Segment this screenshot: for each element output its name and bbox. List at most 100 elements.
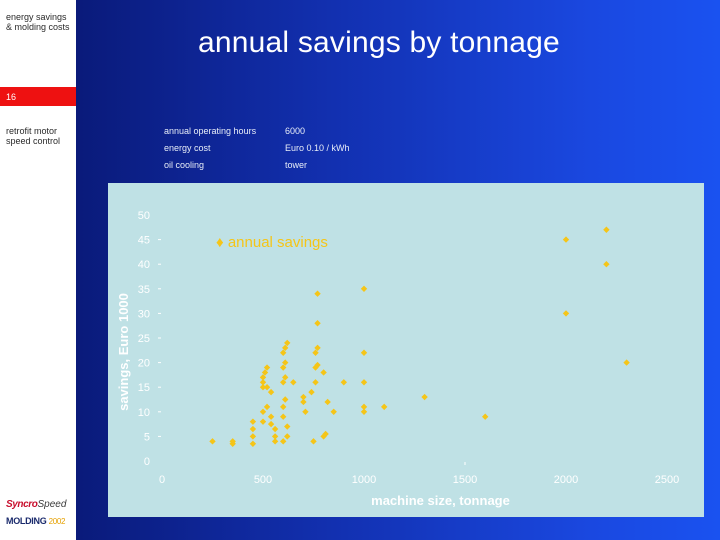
data-point <box>280 403 287 411</box>
data-point <box>603 226 610 233</box>
data-point <box>562 310 570 317</box>
syncrospeed-logo: SyncroSpeed <box>6 494 76 510</box>
data-point <box>360 403 368 411</box>
data-point <box>562 236 570 243</box>
data-point <box>360 379 368 386</box>
legend-entry: ♦ annual savings <box>216 234 328 251</box>
data-point <box>312 379 319 386</box>
data-point <box>280 413 287 420</box>
data-point <box>330 408 337 415</box>
y-tick-label: 40 <box>138 259 150 271</box>
data-point <box>314 344 321 352</box>
data-point <box>259 418 267 425</box>
data-point <box>603 261 610 268</box>
data-point <box>360 349 368 356</box>
data-point <box>314 290 321 297</box>
data-point <box>259 384 267 391</box>
parameter-value: Euro 0.10 / kWh <box>285 143 350 153</box>
y-tick-label: 30 <box>138 308 150 320</box>
data-point <box>249 440 257 447</box>
section-subtopic[interactable]: retrofit motor speed control <box>6 126 61 146</box>
x-tick-label: 0 <box>159 474 165 486</box>
data-point <box>280 349 287 356</box>
data-point <box>381 403 388 411</box>
data-point <box>263 403 271 411</box>
x-tick-label: 500 <box>254 474 272 486</box>
data-point <box>229 438 236 445</box>
x-axis-title: machine size, tonnage <box>371 493 510 508</box>
data-point <box>280 364 287 371</box>
data-point <box>300 393 307 401</box>
data-point <box>249 433 257 440</box>
data-point <box>320 369 327 376</box>
logo-word-speed: Speed <box>37 499 67 510</box>
data-point <box>267 413 275 420</box>
chart-panel: 0 5 10 15 20 25 30 35 40 45 50 0 500 1000 1500 2000 2500… <box>108 183 704 517</box>
data-point <box>308 388 315 396</box>
data-point <box>259 374 267 381</box>
slide-content: annual savings by tonnage annual operati… <box>76 0 720 540</box>
parameter-label: annual operating hours <box>164 126 257 136</box>
data-point <box>263 364 271 371</box>
logo-word-syncro: Syncro <box>6 499 38 510</box>
page-number-badge: 16 <box>0 87 76 106</box>
data-point <box>249 418 257 425</box>
data-point <box>271 433 279 440</box>
data-point <box>360 285 368 292</box>
data-point <box>340 379 347 386</box>
data-point <box>302 408 309 415</box>
parameter-value: tower <box>285 160 308 170</box>
data-point <box>267 388 275 396</box>
data-point <box>290 379 297 386</box>
section-topic[interactable]: energy savings & molding costs <box>6 12 70 32</box>
y-tick-label: 15 <box>138 382 150 394</box>
data-point <box>267 420 275 428</box>
y-tick-label: 5 <box>144 431 150 443</box>
y-tick-label: 25 <box>138 333 150 345</box>
data-point <box>280 438 287 445</box>
data-point <box>284 423 291 430</box>
data-point <box>259 408 267 415</box>
data-point <box>249 425 257 433</box>
data-point <box>271 438 279 445</box>
logo-word-molding: MOLDING <box>6 516 47 526</box>
data-point <box>284 433 291 440</box>
data-point <box>322 430 329 438</box>
data-point <box>623 359 630 366</box>
parameter-row: energy cost Euro 0.10 / kWh <box>164 143 414 155</box>
parameter-label: oil cooling <box>164 160 205 170</box>
data-point <box>314 361 321 369</box>
y-axis-title: savings, Euro 1000 <box>116 293 131 411</box>
logo-year: 2002 <box>48 517 66 526</box>
slide-title: annual savings by tonnage <box>198 26 560 59</box>
molding-logo: MOLDING 2002 <box>6 516 66 530</box>
parameter-row: oil cooling tower <box>164 160 414 172</box>
parameter-value: 6000 <box>285 126 306 136</box>
data-point <box>284 339 291 347</box>
x-tick-label: 1500 <box>453 474 477 486</box>
y-tick-label: 10 <box>138 407 150 419</box>
data-point <box>263 384 271 391</box>
data-point <box>209 438 216 445</box>
data-point <box>324 398 331 406</box>
x-tick-label: 1000 <box>352 474 376 486</box>
data-point <box>261 369 269 376</box>
data-point <box>282 396 289 403</box>
y-tick-label: 20 <box>138 358 150 370</box>
parameter-row: annual operating hours 6000 <box>164 126 414 138</box>
y-tick-label: 0 <box>144 456 150 468</box>
x-tick-label: 2500 <box>655 474 679 486</box>
data-point <box>310 438 317 445</box>
x-tick-label: 2000 <box>554 474 578 486</box>
data-point <box>482 413 489 420</box>
data-point <box>314 320 321 327</box>
data-point <box>421 393 428 401</box>
data-point <box>282 374 289 381</box>
sidebar: energy savings & molding costs 16 retrof… <box>0 0 76 540</box>
parameter-label: energy cost <box>164 143 211 153</box>
data-point <box>280 379 287 386</box>
y-tick-label: 45 <box>138 235 150 247</box>
y-tick-label: 35 <box>138 284 150 296</box>
data-point <box>300 398 307 406</box>
